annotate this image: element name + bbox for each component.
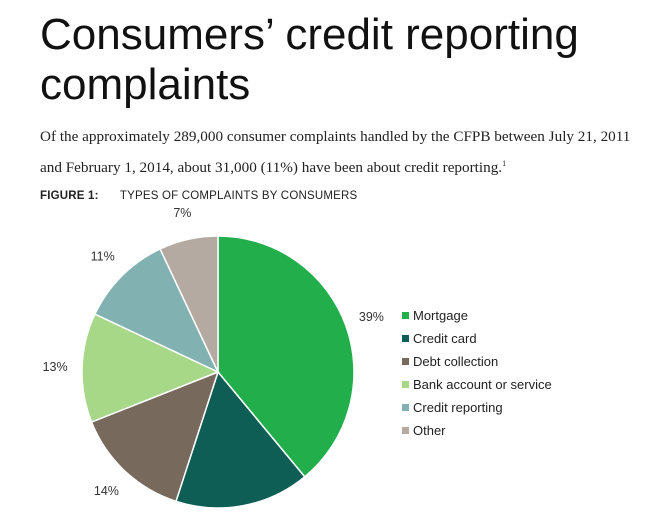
pie-slice-other (159, 235, 219, 373)
pie-label-mortgage: 39% (359, 310, 384, 324)
pie-label-debt-collection: 14% (94, 484, 119, 498)
figure-title: TYPES OF COMPLAINTS BY CONSUMERS (119, 190, 358, 202)
pie-slices (81, 235, 355, 509)
pie-label-credit-reporting: 11% (91, 250, 115, 264)
footnote-marker: 1 (502, 159, 507, 168)
legend-label-other: Other (413, 423, 446, 438)
pie-slice-credit-card (175, 370, 306, 509)
pie-label-bank-account-or-service: 13% (43, 360, 68, 374)
legend-label-debt-collection: Debt collection (413, 354, 498, 369)
page-title: Consumers’ credit reporting complaints (40, 10, 579, 110)
legend-swatch-mortgage (402, 312, 409, 319)
pie-label-credit-card: 16% (236, 525, 261, 527)
legend-swatch-bank-account-or-service (402, 381, 409, 388)
pie-slice-mortgage (217, 235, 355, 478)
page-title-line-2: complaints (40, 60, 251, 109)
pie-percent-labels: 39% 16% 14% 13% 11% 7% (43, 206, 384, 527)
intro-paragraph: Of the approximately 289,000 consumer co… (40, 123, 672, 181)
figure-caption: FIGURE 1: TYPES OF COMPLAINTS BY CONSUME… (40, 190, 357, 202)
legend-swatch-debt-collection (402, 358, 409, 365)
figure-number: FIGURE 1: (40, 190, 99, 202)
intro-line-2-text: and February 1, 2014, about 31,000 (11%)… (40, 159, 503, 177)
legend-label-credit-card: Credit card (413, 331, 477, 346)
pie-slice-credit-reporting (93, 247, 220, 374)
pie-slice-bank-account-or-service (81, 313, 220, 424)
legend-label-mortgage: Mortgage (413, 308, 468, 323)
pie-slice-debt-collection (90, 370, 220, 503)
intro-line-1: Of the approximately 289,000 consumer co… (40, 128, 631, 145)
intro-line-2: and February 1, 2014, about 31,000 (11%)… (40, 150, 672, 181)
chart-legend: Mortgage Credit card Debt collection Bank a… (402, 308, 552, 438)
legend-swatch-other (402, 427, 409, 434)
page-title-line-1: Consumers’ credit reporting (40, 10, 579, 59)
legend-swatch-credit-card (402, 335, 409, 342)
pie-label-other: 7% (173, 206, 191, 220)
legend-label-credit-reporting: Credit reporting (413, 400, 503, 415)
legend-swatch-credit-reporting (402, 404, 409, 411)
legend-label-bank-account-or-service: Bank account or service (413, 377, 552, 392)
